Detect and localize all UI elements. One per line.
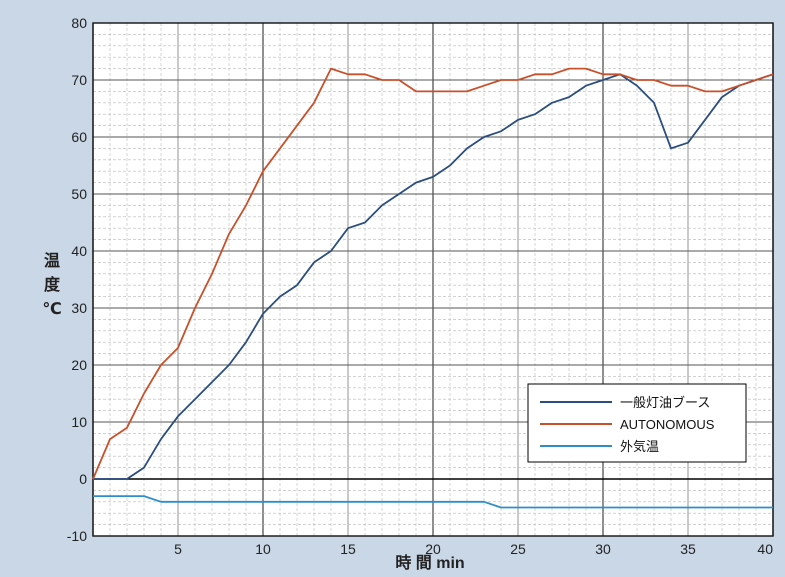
y-tick-label: 0 — [79, 471, 87, 487]
y-tick-label: 80 — [71, 15, 87, 31]
legend-label-series-1: 一般灯油ブース — [620, 395, 710, 410]
legend-label-series-3: 外気温 — [620, 439, 659, 454]
x-tick-label: 15 — [340, 541, 356, 557]
axis-titles: 時 間 min 温 度 ℃ — [42, 252, 464, 572]
y-tick-label: 10 — [71, 414, 87, 430]
y-tick-label: 40 — [71, 243, 87, 259]
plot-frame — [92, 22, 774, 537]
x-tick-label: 40 — [757, 541, 773, 557]
x-tick-label: 35 — [680, 541, 696, 557]
series-line-2 — [92, 67, 774, 480]
y-tick-label: 60 — [71, 129, 87, 145]
series-line-1 — [93, 73, 774, 480]
y-tick-label: 50 — [71, 186, 87, 202]
y-axis-title-char-2: 度 — [44, 275, 61, 294]
y-tick-label: 30 — [71, 300, 87, 316]
x-tick-label: 10 — [255, 541, 271, 557]
x-axis-title: 時 間 min — [395, 553, 464, 572]
x-tick-label: 5 — [174, 541, 182, 557]
x-tick-label: 30 — [595, 541, 611, 557]
y-tick-label: 20 — [71, 357, 87, 373]
tick-labels: -10 0 10 20 30 40 50 60 70 80 5 10 15 20 25 30 35 40 — [67, 15, 773, 557]
x-tick-label: 25 — [510, 541, 526, 557]
legend-label-series-2: AUTONOMOUS — [620, 417, 715, 432]
y-tick-label: -10 — [67, 528, 87, 544]
series-group — [92, 67, 774, 509]
y-tick-label: 70 — [71, 72, 87, 88]
legend: 一般灯油ブース AUTONOMOUS 外気温 — [527, 383, 747, 463]
y-axis-title-char-3: ℃ — [42, 301, 61, 318]
x-tick-label: 20 — [425, 541, 441, 557]
series-line-3 — [93, 495, 773, 509]
y-axis-title-char-1: 温 — [43, 252, 60, 270]
